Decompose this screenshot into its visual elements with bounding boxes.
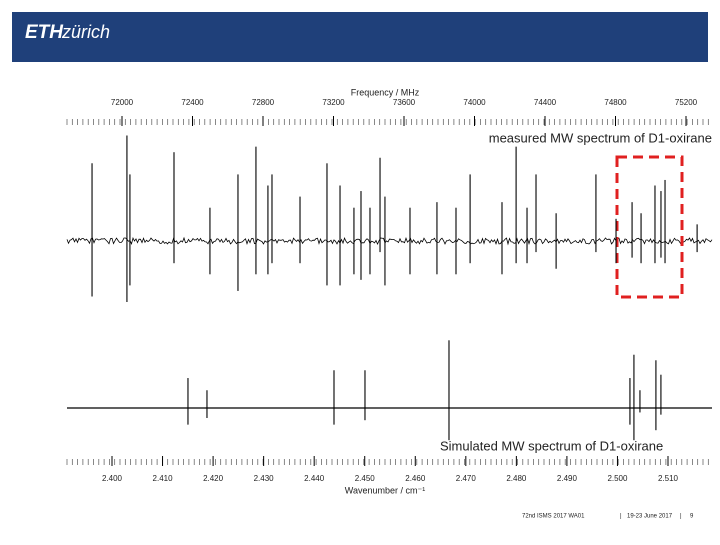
- highlight-box: [615, 155, 684, 299]
- x-tick-label: 2.440: [304, 474, 325, 483]
- x-tick-label: 74400: [534, 98, 557, 107]
- x-tick-label: 2.450: [355, 474, 376, 483]
- footer-sep: |: [620, 514, 622, 520]
- x-tick-label: 72000: [111, 98, 134, 107]
- spectrum-label: Simulated MW spectrum of D1-oxirane: [440, 438, 663, 453]
- noise-trace: [66, 236, 713, 246]
- x-tick-label: 73200: [322, 98, 345, 107]
- footer-sep: |: [680, 514, 682, 520]
- x-tick-label: 2.490: [557, 474, 578, 483]
- x-tick-label: 75200: [675, 98, 698, 107]
- x-tick-label: 2.480: [506, 474, 527, 483]
- footer-event: 72nd ISMS 2017 WA01: [522, 514, 585, 520]
- x-tick-label: 72400: [181, 98, 204, 107]
- x-tick-label: 74800: [604, 98, 627, 107]
- x-tick-label: 2.470: [456, 474, 477, 483]
- x-tick-label: 72800: [252, 98, 275, 107]
- x-tick-label: 73600: [393, 98, 416, 107]
- x-tick-label: 2.430: [254, 474, 275, 483]
- footer-page: 9: [690, 514, 694, 520]
- x-tick-label: 2.460: [405, 474, 426, 483]
- x-tick-label: 2.410: [153, 474, 174, 483]
- x-tick-label: 2.510: [658, 474, 679, 483]
- x-tick-label: 2.500: [607, 474, 628, 483]
- x-axis-title: Wavenumber / cm⁻¹: [345, 485, 425, 495]
- footer-date: 19-23 June 2017: [627, 514, 673, 520]
- x-tick-label: 74000: [463, 98, 486, 107]
- logo-light: zürich: [61, 22, 110, 42]
- logo-bold: ETH: [25, 22, 64, 43]
- x-axis-title: Frequency / MHz: [351, 87, 420, 97]
- header-bar: [12, 12, 708, 62]
- spectrum-label: measured MW spectrum of D1-oxirane: [489, 130, 712, 145]
- x-tick-label: 2.400: [102, 474, 123, 483]
- x-tick-label: 2.420: [203, 474, 224, 483]
